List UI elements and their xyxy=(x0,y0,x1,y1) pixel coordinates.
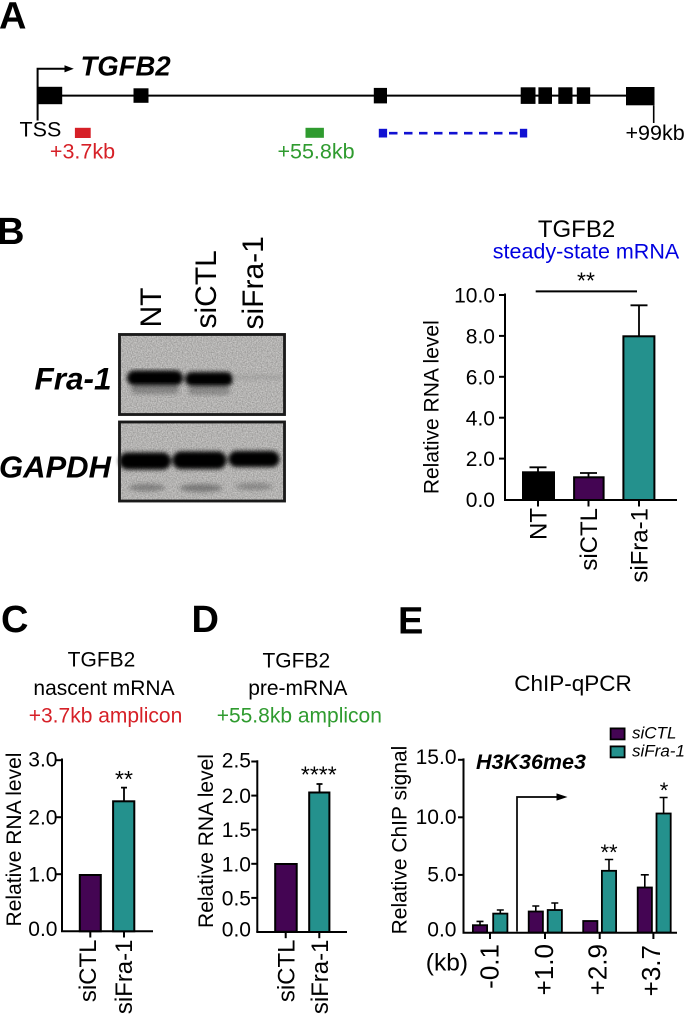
svg-text:nascent mRNA: nascent mRNA xyxy=(33,677,174,700)
svg-text:15.0: 15.0 xyxy=(416,746,457,769)
svg-text:+55.8kb amplicon: +55.8kb amplicon xyxy=(217,705,382,728)
svg-text:siFra-1: siFra-1 xyxy=(237,236,270,329)
svg-text:TSS: TSS xyxy=(20,118,62,142)
svg-text:C: C xyxy=(1,599,28,641)
svg-text:+3.7: +3.7 xyxy=(636,945,666,996)
svg-text:siFra-1: siFra-1 xyxy=(307,940,334,1014)
svg-text:siFra-1: siFra-1 xyxy=(111,940,138,1014)
svg-text:A: A xyxy=(0,0,26,38)
svg-text:Relative RNA level: Relative RNA level xyxy=(3,753,26,927)
svg-text:NT: NT xyxy=(526,508,553,540)
svg-text:0.0: 0.0 xyxy=(427,918,456,941)
svg-text:8.0: 8.0 xyxy=(466,326,495,349)
svg-text:1.5: 1.5 xyxy=(222,819,251,842)
svg-text:10.0: 10.0 xyxy=(454,285,495,308)
svg-text:siFra-1: siFra-1 xyxy=(626,508,653,583)
svg-text:H3K36me3: H3K36me3 xyxy=(476,750,586,774)
svg-text:2.0: 2.0 xyxy=(222,785,251,808)
svg-text:2.5: 2.5 xyxy=(222,750,251,773)
svg-text:+3.7kb: +3.7kb xyxy=(50,140,115,164)
svg-text:steady-state mRNA: steady-state mRNA xyxy=(493,240,680,264)
svg-text:-0.1: -0.1 xyxy=(475,944,505,989)
svg-text:TGFB2: TGFB2 xyxy=(262,650,330,673)
svg-text:0.5: 0.5 xyxy=(222,887,251,910)
svg-text:1.0: 1.0 xyxy=(28,863,57,886)
svg-text:TGFB2: TGFB2 xyxy=(81,51,172,82)
svg-text:TGFB2: TGFB2 xyxy=(538,216,615,243)
svg-text:Fra-1: Fra-1 xyxy=(35,361,112,397)
svg-text:*: * xyxy=(660,778,669,803)
svg-text:6.0: 6.0 xyxy=(466,366,495,389)
svg-text:****: **** xyxy=(301,762,337,788)
svg-text:E: E xyxy=(398,601,423,643)
svg-text:+2.9: +2.9 xyxy=(583,944,613,995)
svg-text:Relative RNA level: Relative RNA level xyxy=(195,754,218,928)
svg-text:+99kb: +99kb xyxy=(626,121,685,145)
svg-text:**: ** xyxy=(600,840,618,865)
svg-text:siCTL: siCTL xyxy=(576,508,603,571)
svg-text:+55.8kb: +55.8kb xyxy=(277,140,354,164)
svg-text:(kb): (kb) xyxy=(426,949,468,976)
svg-text:0.0: 0.0 xyxy=(466,489,495,512)
svg-text:ChIP-qPCR: ChIP-qPCR xyxy=(514,671,632,696)
svg-text:1.0: 1.0 xyxy=(222,853,251,876)
svg-text:+1.0: +1.0 xyxy=(529,944,559,995)
svg-text:siCTL: siCTL xyxy=(190,250,223,328)
svg-text:+3.7kb amplicon: +3.7kb amplicon xyxy=(29,705,183,728)
svg-text:5.0: 5.0 xyxy=(427,864,456,887)
svg-text:**: ** xyxy=(577,268,595,294)
svg-text:0.0: 0.0 xyxy=(28,918,57,941)
svg-text:GAPDH: GAPDH xyxy=(0,450,112,485)
svg-text:4.0: 4.0 xyxy=(466,407,495,430)
svg-text:2.0: 2.0 xyxy=(28,806,57,829)
svg-text:pre-mRNA: pre-mRNA xyxy=(248,677,347,700)
svg-text:Relative RNA level: Relative RNA level xyxy=(421,320,444,494)
svg-text:3.0: 3.0 xyxy=(28,748,57,771)
svg-text:siCTL: siCTL xyxy=(75,940,102,1003)
svg-text:0.0: 0.0 xyxy=(222,918,251,941)
svg-text:TGFB2: TGFB2 xyxy=(68,649,136,672)
svg-text:NT: NT xyxy=(135,288,168,328)
svg-text:siFra-1: siFra-1 xyxy=(632,742,685,761)
svg-text:Relative ChIP signal: Relative ChIP signal xyxy=(389,746,412,935)
svg-text:**: ** xyxy=(115,766,133,792)
svg-text:10.0: 10.0 xyxy=(416,806,457,829)
svg-text:2.0: 2.0 xyxy=(466,448,495,471)
svg-text:siCTL: siCTL xyxy=(632,724,676,743)
svg-text:B: B xyxy=(0,211,24,253)
svg-text:siCTL: siCTL xyxy=(273,940,300,1003)
svg-text:D: D xyxy=(192,599,219,641)
